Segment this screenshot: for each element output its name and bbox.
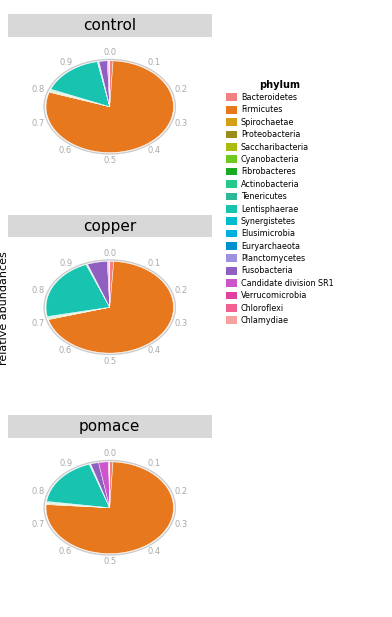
Text: 0.9: 0.9 xyxy=(59,460,72,468)
Text: 0.4: 0.4 xyxy=(147,547,160,556)
Text: 0.9: 0.9 xyxy=(59,59,72,67)
Text: 0.8: 0.8 xyxy=(32,487,45,495)
Polygon shape xyxy=(47,465,110,508)
Polygon shape xyxy=(89,464,110,508)
Polygon shape xyxy=(91,463,110,508)
Text: 0.5: 0.5 xyxy=(103,357,116,366)
Text: 0.1: 0.1 xyxy=(147,460,160,468)
Text: 0.4: 0.4 xyxy=(147,146,160,155)
Polygon shape xyxy=(46,503,110,508)
Text: 0.9: 0.9 xyxy=(59,259,72,268)
Polygon shape xyxy=(47,502,110,508)
Polygon shape xyxy=(51,89,110,107)
Polygon shape xyxy=(97,62,110,107)
Polygon shape xyxy=(49,91,110,107)
Polygon shape xyxy=(46,265,110,317)
Polygon shape xyxy=(109,61,110,107)
Text: 0.6: 0.6 xyxy=(59,547,72,556)
Polygon shape xyxy=(91,464,110,508)
Polygon shape xyxy=(49,92,110,107)
Polygon shape xyxy=(109,462,110,508)
Polygon shape xyxy=(46,503,110,508)
Text: 0.1: 0.1 xyxy=(147,59,160,67)
Bar xyxy=(8,415,212,437)
Bar xyxy=(8,14,212,36)
Text: 0.5: 0.5 xyxy=(103,557,116,566)
Polygon shape xyxy=(46,61,173,152)
Polygon shape xyxy=(109,262,110,307)
Polygon shape xyxy=(47,502,110,508)
Polygon shape xyxy=(110,61,113,107)
Polygon shape xyxy=(109,61,110,107)
Polygon shape xyxy=(47,307,110,318)
Text: 0.7: 0.7 xyxy=(32,520,45,529)
Text: 0.8: 0.8 xyxy=(32,86,45,94)
Text: 0.6: 0.6 xyxy=(59,146,72,155)
Polygon shape xyxy=(46,504,110,508)
Polygon shape xyxy=(99,61,110,107)
Text: 0.2: 0.2 xyxy=(175,286,188,295)
Text: 0.3: 0.3 xyxy=(174,520,188,529)
Polygon shape xyxy=(109,61,110,107)
Text: 0.7: 0.7 xyxy=(32,320,45,328)
Text: copper: copper xyxy=(83,219,136,234)
Polygon shape xyxy=(86,265,110,307)
Polygon shape xyxy=(47,307,110,317)
Polygon shape xyxy=(87,264,110,307)
Text: 0.2: 0.2 xyxy=(175,86,188,94)
Text: 0.6: 0.6 xyxy=(59,347,72,355)
Polygon shape xyxy=(98,62,110,107)
Polygon shape xyxy=(48,307,110,318)
Polygon shape xyxy=(98,462,110,508)
Text: control: control xyxy=(83,19,136,33)
Polygon shape xyxy=(50,89,110,107)
Text: 0.2: 0.2 xyxy=(175,487,188,495)
Text: 0.0: 0.0 xyxy=(103,249,116,257)
Text: 0.0: 0.0 xyxy=(103,449,116,458)
Text: 0.0: 0.0 xyxy=(103,48,116,57)
Polygon shape xyxy=(90,464,110,508)
Text: 0.1: 0.1 xyxy=(147,259,160,268)
Polygon shape xyxy=(98,62,110,107)
Polygon shape xyxy=(48,307,110,319)
Text: 0.8: 0.8 xyxy=(32,286,45,295)
Polygon shape xyxy=(48,307,110,320)
Polygon shape xyxy=(107,262,110,307)
Legend: Bacteroidetes, Firmicutes, Spirochaetae, Proteobacteria, Saccharibacteria, Cyano: Bacteroidetes, Firmicutes, Spirochaetae,… xyxy=(225,78,335,326)
Polygon shape xyxy=(109,262,110,307)
Polygon shape xyxy=(46,502,110,508)
Polygon shape xyxy=(87,264,110,307)
Polygon shape xyxy=(110,462,113,508)
Text: pomace: pomace xyxy=(79,420,140,434)
Text: 0.5: 0.5 xyxy=(103,156,116,165)
Polygon shape xyxy=(50,91,110,107)
Polygon shape xyxy=(107,61,110,107)
Text: relative abundances: relative abundances xyxy=(0,252,9,365)
Text: 0.4: 0.4 xyxy=(147,347,160,355)
Polygon shape xyxy=(98,62,110,107)
Text: 0.3: 0.3 xyxy=(174,320,188,328)
Polygon shape xyxy=(48,307,110,318)
Polygon shape xyxy=(49,262,173,353)
Polygon shape xyxy=(46,503,110,508)
Polygon shape xyxy=(109,462,110,508)
Polygon shape xyxy=(109,262,110,307)
Polygon shape xyxy=(50,90,110,107)
Polygon shape xyxy=(110,262,114,307)
Polygon shape xyxy=(90,464,110,508)
Polygon shape xyxy=(87,265,110,307)
Polygon shape xyxy=(51,62,110,107)
Polygon shape xyxy=(48,307,110,318)
Bar xyxy=(8,215,212,237)
Polygon shape xyxy=(46,462,173,553)
Polygon shape xyxy=(109,462,110,508)
Text: 0.7: 0.7 xyxy=(32,119,45,128)
Text: 0.3: 0.3 xyxy=(174,119,188,128)
Polygon shape xyxy=(50,91,110,107)
Polygon shape xyxy=(88,262,110,307)
